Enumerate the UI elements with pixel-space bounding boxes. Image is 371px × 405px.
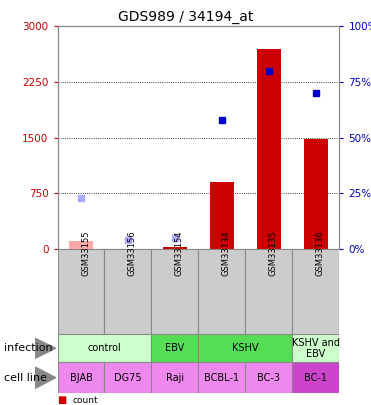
Text: GDS989 / 34194_at: GDS989 / 34194_at — [118, 10, 253, 24]
Bar — [69, 241, 93, 249]
Bar — [151, 334, 198, 362]
Bar — [58, 334, 151, 362]
Text: count: count — [72, 396, 98, 405]
Text: GSM33156: GSM33156 — [128, 230, 137, 276]
Text: BCBL-1: BCBL-1 — [204, 373, 240, 383]
Text: control: control — [88, 343, 121, 353]
Text: EBV: EBV — [165, 343, 185, 353]
Bar — [292, 334, 339, 362]
Text: BC-1: BC-1 — [305, 373, 328, 383]
Text: DG75: DG75 — [114, 373, 142, 383]
Bar — [198, 334, 292, 362]
Bar — [246, 362, 292, 393]
Bar — [58, 362, 105, 393]
Text: ■: ■ — [58, 395, 67, 405]
Text: BC-3: BC-3 — [257, 373, 280, 383]
Polygon shape — [35, 339, 56, 358]
Text: ■: ■ — [58, 404, 67, 405]
Text: KSHV: KSHV — [232, 343, 259, 353]
Text: BJAB: BJAB — [70, 373, 92, 383]
Bar — [292, 249, 339, 334]
Text: GSM33154: GSM33154 — [175, 230, 184, 276]
Text: cell line: cell line — [4, 373, 47, 383]
Bar — [58, 249, 105, 334]
Bar — [151, 362, 198, 393]
Bar — [304, 139, 328, 249]
Text: GSM33134: GSM33134 — [222, 230, 231, 276]
Bar — [210, 182, 234, 249]
Text: KSHV and
EBV: KSHV and EBV — [292, 337, 340, 359]
Bar — [163, 247, 187, 249]
Bar — [151, 249, 198, 334]
Text: infection: infection — [4, 343, 52, 353]
Text: GSM33136: GSM33136 — [316, 230, 325, 276]
Bar — [198, 362, 246, 393]
Bar — [292, 362, 339, 393]
Polygon shape — [35, 367, 56, 388]
Text: Raji: Raji — [166, 373, 184, 383]
Text: GSM33135: GSM33135 — [269, 230, 278, 276]
Bar — [198, 249, 246, 334]
Bar — [257, 49, 281, 249]
Bar — [105, 249, 151, 334]
Text: GSM33155: GSM33155 — [81, 230, 90, 276]
Bar — [105, 362, 151, 393]
Bar — [246, 249, 292, 334]
